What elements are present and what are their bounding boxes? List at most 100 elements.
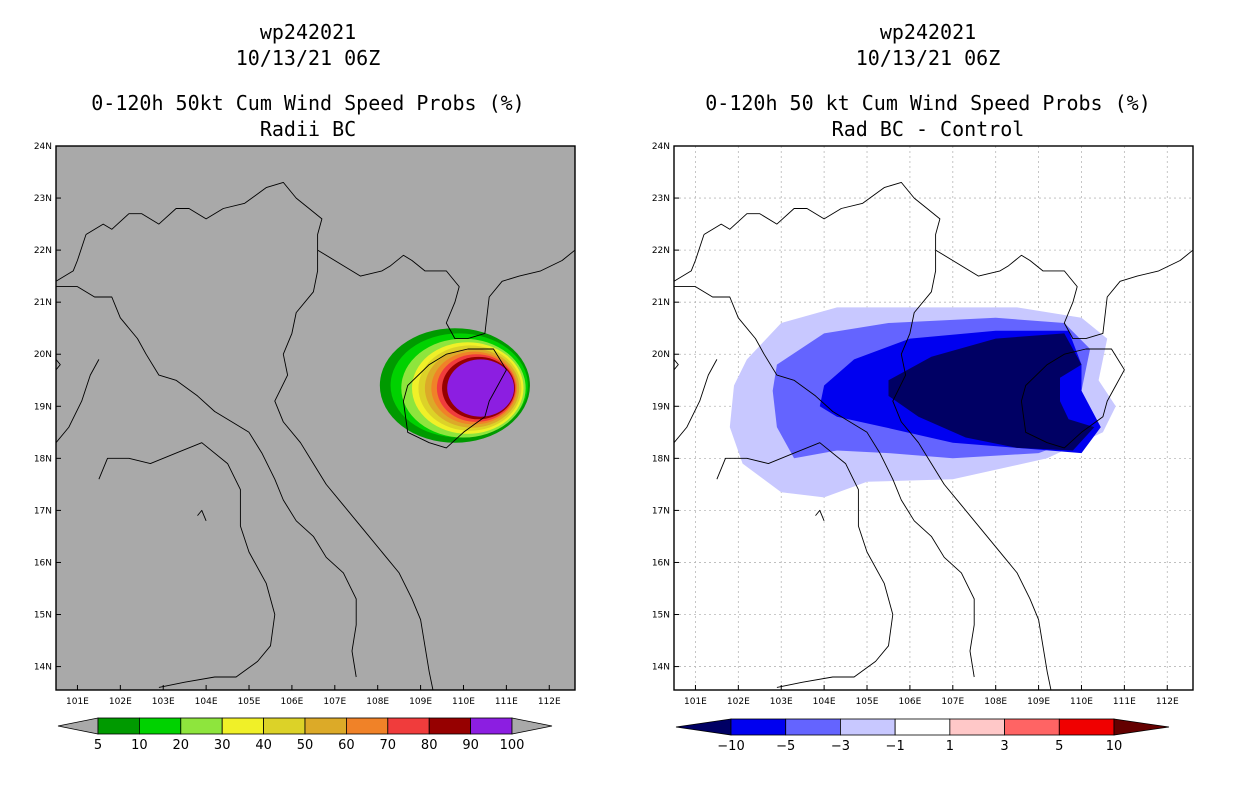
- colorbar-label: 20: [173, 738, 190, 753]
- x-tick-label: 103E: [770, 697, 793, 707]
- colorbar-label: −3: [831, 739, 850, 754]
- left-probability-contours: [379, 328, 530, 443]
- left-coastlines: [56, 181, 575, 690]
- x-tick-label: 108E: [984, 697, 1007, 707]
- colorbar-label: 3: [1000, 739, 1008, 754]
- y-tick-label: 14N: [34, 663, 52, 673]
- left-title-line-2: 10/13/21 06Z: [236, 46, 381, 70]
- left-title-line-4: Radii BC: [260, 117, 356, 141]
- colorbar-segment: [785, 718, 841, 736]
- colorbar-left-arrow: [675, 718, 732, 736]
- y-tick-label: 15N: [652, 611, 670, 621]
- colorbar-label: 10: [1106, 739, 1123, 754]
- right-difference-contours: [729, 307, 1116, 498]
- y-tick-label: 17N: [34, 506, 52, 516]
- y-tick-label: 22N: [34, 246, 52, 256]
- x-tick-label: 105E: [238, 697, 261, 707]
- colorbar-segment: [221, 717, 264, 735]
- colorbar-label: −10: [717, 739, 744, 754]
- coastline: [274, 250, 434, 690]
- left-axes: 101E 102E 103E 104E 105E 106E 107E 108E 109E 110E…: [34, 142, 561, 707]
- colorbar-segment: [138, 717, 182, 735]
- colorbar-segment: [97, 717, 140, 735]
- x-tick-label: 104E: [195, 697, 218, 707]
- coastline: [1020, 348, 1125, 449]
- coastline: [56, 234, 87, 282]
- panel-left: wp242021 10/13/21 06Z 0-120h 50kt Cum Wi…: [34, 20, 576, 753]
- y-tick-label: 14N: [652, 663, 670, 673]
- colorbar-left-arrow: [57, 717, 99, 735]
- coastline: [703, 181, 941, 251]
- y-tick-label: 23N: [34, 194, 52, 204]
- x-tick-label: 102E: [109, 697, 132, 707]
- coastline: [402, 348, 507, 449]
- coastline: [56, 286, 357, 678]
- x-tick-label: 101E: [684, 697, 707, 707]
- colorbar-segment: [304, 717, 347, 735]
- coastline: [674, 234, 705, 282]
- colorbar-segment: [894, 718, 951, 736]
- colorbar-segment: [263, 717, 306, 735]
- colorbar-right-arrow: [1113, 718, 1170, 736]
- colorbar-label: 60: [338, 738, 355, 753]
- left-colorbar: 5 10 20 30 40 50 60 70 80 90 100: [57, 717, 553, 753]
- colorbar-label: −5: [776, 739, 795, 754]
- colorbar-right-arrow: [511, 717, 553, 735]
- x-tick-label: 105E: [856, 697, 879, 707]
- colorbar-segment: [840, 718, 896, 736]
- colorbar-segment: [730, 718, 787, 736]
- coastline: [317, 249, 575, 340]
- colorbar-segment: [345, 717, 389, 735]
- contour-minus-10: [888, 333, 1095, 451]
- x-tick-label: 106E: [898, 697, 921, 707]
- x-tick-label: 104E: [813, 697, 836, 707]
- y-tick-label: 16N: [34, 558, 52, 568]
- x-tick-label: 107E: [941, 697, 964, 707]
- x-tick-label: 112E: [538, 697, 561, 707]
- contour-90pct: [447, 359, 515, 417]
- y-tick-label: 15N: [34, 611, 52, 621]
- y-tick-label: 21N: [652, 298, 670, 308]
- x-tick-label: 112E: [1156, 697, 1179, 707]
- coastline: [674, 359, 718, 443]
- colorbar-label: 1: [946, 739, 954, 754]
- y-tick-label: 19N: [652, 402, 670, 412]
- y-tick-label: 24N: [34, 142, 52, 152]
- y-tick-label: 18N: [34, 454, 52, 464]
- colorbar-label: 40: [255, 738, 272, 753]
- right-plot-frame: [673, 145, 1194, 691]
- x-tick-label: 106E: [280, 697, 303, 707]
- colorbar-label: 70: [380, 738, 397, 753]
- x-tick-label: 101E: [66, 697, 89, 707]
- coastline: [197, 509, 207, 521]
- coastline: [935, 249, 1193, 340]
- x-tick-label: 107E: [323, 697, 346, 707]
- x-tick-label: 109E: [409, 697, 432, 707]
- coastline: [716, 442, 894, 688]
- x-tick-label: 108E: [366, 697, 389, 707]
- left-title-line-1: wp242021: [260, 20, 356, 44]
- colorbar-segment: [1004, 718, 1060, 736]
- right-title-line-4: Rad BC - Control: [832, 117, 1025, 141]
- coastline: [56, 359, 61, 371]
- panel-right: wp242021 10/13/21 06Z 0-120h 50 kt Cum W…: [652, 20, 1194, 754]
- y-tick-label: 16N: [652, 558, 670, 568]
- x-tick-label: 110E: [1070, 697, 1093, 707]
- colorbar-label: 90: [462, 738, 479, 753]
- x-tick-label: 110E: [452, 697, 475, 707]
- coastline: [56, 359, 100, 443]
- right-title-line-1: wp242021: [880, 20, 976, 44]
- colorbar-label: 80: [421, 738, 438, 753]
- colorbar-label: 10: [131, 738, 148, 753]
- y-tick-label: 23N: [652, 194, 670, 204]
- left-title-line-3: 0-120h 50kt Cum Wind Speed Probs (%): [91, 91, 524, 115]
- colorbar-segment: [428, 717, 472, 735]
- coastline: [815, 509, 825, 521]
- colorbar-label: 50: [297, 738, 314, 753]
- colorbar-segment: [180, 717, 223, 735]
- y-tick-label: 21N: [34, 298, 52, 308]
- coastline: [98, 442, 276, 688]
- y-tick-label: 20N: [652, 350, 670, 360]
- colorbar-label: 30: [214, 738, 231, 753]
